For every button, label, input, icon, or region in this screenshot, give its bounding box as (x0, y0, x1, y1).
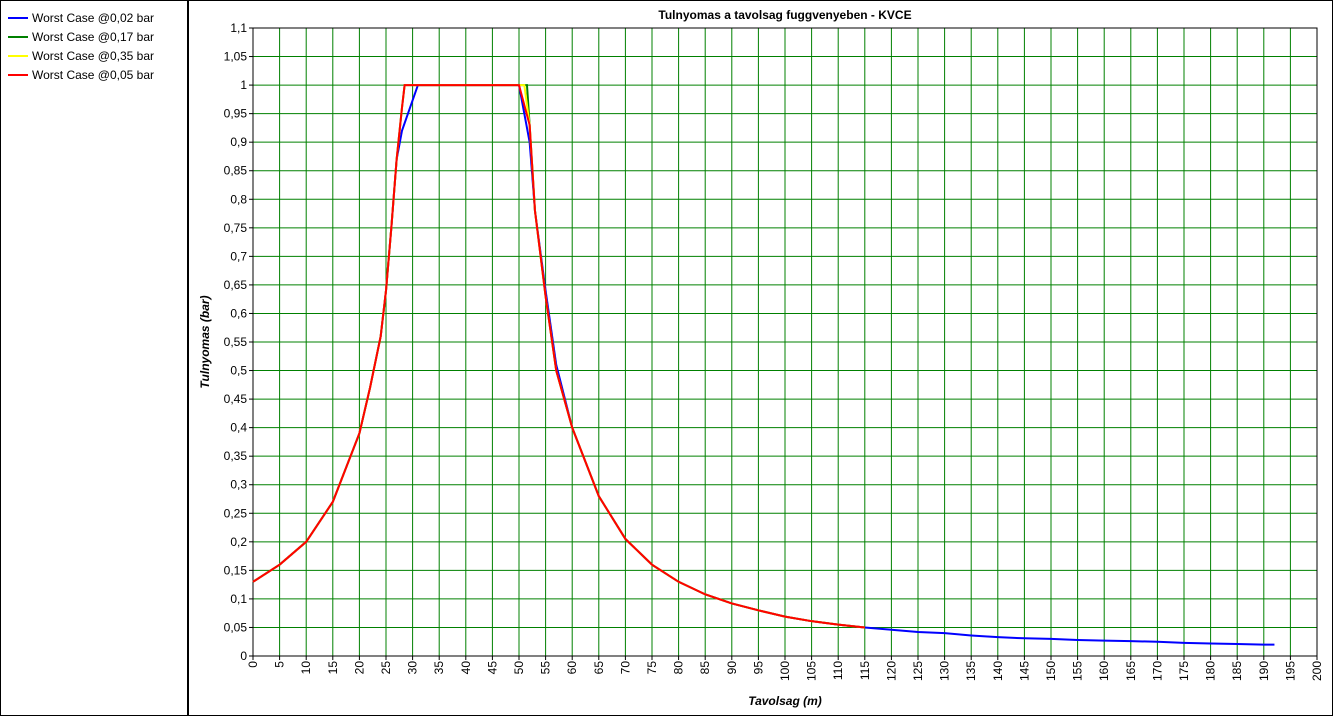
legend-label: Worst Case @0,17 bar (32, 30, 154, 44)
y-tick-label: 0,35 (224, 449, 248, 463)
y-tick-label: 0,3 (230, 478, 247, 492)
y-tick-label: 0,9 (230, 135, 247, 149)
y-tick-label: 0,05 (224, 620, 248, 634)
legend-label: Worst Case @0,05 bar (32, 68, 154, 82)
x-tick-label: 200 (1310, 661, 1324, 681)
y-tick-label: 0,15 (224, 563, 248, 577)
y-axis-label: Tulnyomas (bar) (198, 295, 212, 388)
x-tick-label: 45 (485, 661, 499, 675)
x-tick-label: 15 (326, 661, 340, 675)
y-tick-label: 0,8 (230, 192, 247, 206)
x-tick-label: 5 (273, 661, 287, 668)
x-tick-label: 110 (831, 661, 845, 680)
x-tick-label: 175 (1177, 661, 1191, 681)
y-tick-label: 0,4 (230, 421, 247, 435)
x-tick-label: 170 (1150, 661, 1164, 681)
y-tick-label: 1,05 (224, 50, 248, 64)
x-tick-label: 80 (672, 661, 686, 675)
x-tick-label: 20 (352, 661, 366, 675)
x-tick-label: 190 (1257, 661, 1271, 681)
x-tick-label: 185 (1230, 661, 1244, 681)
x-tick-label: 25 (379, 661, 393, 675)
y-tick-label: 0,45 (224, 392, 248, 406)
x-tick-label: 150 (1044, 661, 1058, 681)
y-tick-label: 0,75 (224, 221, 248, 235)
y-tick-label: 0,2 (230, 535, 247, 549)
y-tick-label: 0,6 (230, 306, 247, 320)
x-tick-label: 135 (964, 661, 978, 681)
x-tick-label: 40 (459, 661, 473, 675)
x-tick-label: 105 (805, 661, 819, 681)
x-tick-label: 165 (1124, 661, 1138, 681)
y-tick-label: 0,7 (230, 249, 247, 263)
x-tick-label: 10 (299, 661, 313, 675)
x-tick-label: 75 (645, 661, 659, 675)
x-tick-label: 90 (725, 661, 739, 675)
x-tick-label: 160 (1097, 661, 1111, 681)
x-tick-label: 140 (991, 661, 1005, 681)
y-tick-label: 0 (240, 649, 247, 663)
y-tick-label: 0,95 (224, 107, 248, 121)
x-tick-label: 180 (1204, 661, 1218, 681)
x-tick-label: 30 (406, 661, 420, 675)
x-tick-label: 145 (1017, 661, 1031, 681)
x-tick-label: 125 (911, 661, 925, 681)
series-line (252, 84, 865, 629)
x-tick-label: 0 (246, 661, 260, 668)
y-tick-label: 0,55 (224, 335, 248, 349)
legend-panel (0, 0, 188, 716)
chart-title: Tulnyomas a tavolsag fuggvenyeben - KVCE (658, 8, 911, 22)
x-tick-label: 195 (1283, 661, 1297, 681)
y-tick-label: 1,1 (230, 21, 247, 35)
legend-label: Worst Case @0,02 bar (32, 11, 154, 25)
x-tick-label: 55 (539, 661, 553, 675)
y-tick-label: 0,1 (230, 592, 247, 606)
y-tick-label: 1 (240, 78, 247, 92)
x-tick-label: 85 (698, 661, 712, 675)
x-tick-label: 155 (1071, 661, 1085, 681)
x-tick-label: 115 (858, 661, 872, 680)
x-tick-label: 50 (512, 661, 526, 675)
chart-panel (188, 0, 1333, 716)
y-tick-label: 0,5 (230, 364, 247, 378)
x-tick-label: 70 (618, 661, 632, 675)
x-tick-label: 35 (432, 661, 446, 675)
y-tick-label: 0,25 (224, 506, 248, 520)
x-tick-label: 120 (884, 661, 898, 681)
x-tick-label: 65 (592, 661, 606, 675)
x-tick-label: 60 (565, 661, 579, 675)
x-tick-label: 130 (938, 661, 952, 681)
x-axis-label: Tavolsag (m) (748, 694, 822, 708)
plot-frame (252, 27, 1318, 657)
y-tick-label: 0,65 (224, 278, 248, 292)
legend-label: Worst Case @0,35 bar (32, 49, 154, 63)
y-tick-label: 0,85 (224, 164, 248, 178)
x-tick-label: 95 (751, 661, 765, 675)
x-tick-label: 100 (778, 661, 792, 681)
